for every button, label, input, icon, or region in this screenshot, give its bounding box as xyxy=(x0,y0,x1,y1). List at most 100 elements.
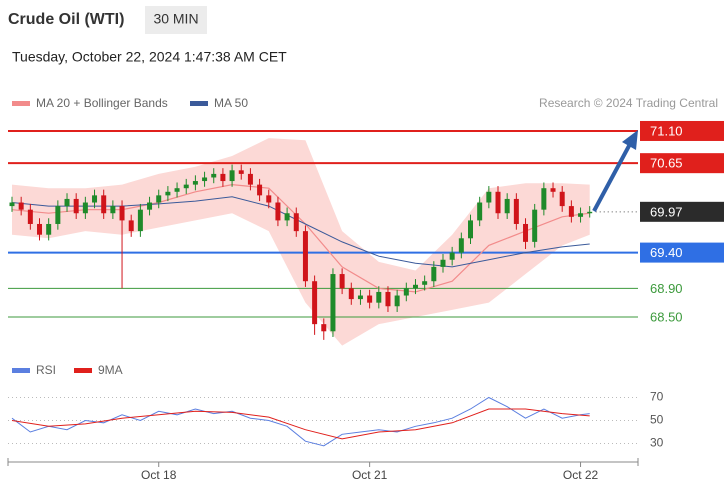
candle-body xyxy=(27,209,33,224)
candle-body xyxy=(37,223,43,235)
candle-body xyxy=(147,202,153,210)
level-label: 68.90 xyxy=(650,281,683,296)
chart-title: Crude Oil (WTI) xyxy=(8,11,124,28)
candle-body xyxy=(183,184,189,189)
bollinger-band xyxy=(12,138,590,346)
level-label: 70.65 xyxy=(650,156,683,171)
candle-body xyxy=(513,198,519,224)
interval-label: 30 MIN xyxy=(153,11,198,27)
candle-body xyxy=(211,173,217,178)
level-label-box xyxy=(640,120,724,141)
level-label-box xyxy=(640,153,724,174)
candle-body xyxy=(339,274,345,289)
candle-body xyxy=(238,170,244,174)
candle-body xyxy=(73,198,79,214)
candle-body xyxy=(578,213,584,217)
legend-label: MA 50 xyxy=(214,96,248,110)
x-tick-label: Oct 22 xyxy=(563,468,599,482)
candle-body xyxy=(477,202,483,221)
candle-body xyxy=(92,195,98,203)
candle-body xyxy=(293,213,299,232)
candle-body xyxy=(532,209,538,242)
candle-body xyxy=(257,184,263,196)
candle-body xyxy=(302,231,308,282)
candle-body xyxy=(101,195,107,214)
candle-body xyxy=(550,188,556,192)
candle-body xyxy=(128,220,134,232)
candle-body xyxy=(440,259,446,267)
candle-body xyxy=(449,252,455,260)
candle-body xyxy=(367,295,373,303)
level-label: 68.50 xyxy=(650,309,683,324)
forecast-arrow xyxy=(592,143,632,212)
candle-body xyxy=(523,223,529,242)
legend-swatch xyxy=(12,101,30,106)
candle-body xyxy=(137,209,143,232)
candle-body xyxy=(403,288,409,296)
candle-body xyxy=(312,281,318,325)
legend-swatch xyxy=(74,368,92,373)
candle-body xyxy=(247,173,253,185)
candle-body xyxy=(229,170,235,182)
candle-body xyxy=(559,191,565,207)
candle-body xyxy=(192,181,198,185)
candle-body xyxy=(504,198,510,214)
candle-body xyxy=(385,291,391,307)
candle-body xyxy=(64,198,70,207)
legend-swatch xyxy=(12,368,30,373)
candle-body xyxy=(266,195,272,203)
candle-body xyxy=(202,177,208,182)
candle-body xyxy=(422,281,428,285)
x-tick-label: Oct 18 xyxy=(141,468,177,482)
interval-badge xyxy=(145,6,207,34)
candle-body xyxy=(174,188,180,192)
candle-body xyxy=(412,284,418,289)
candle-body xyxy=(156,195,162,203)
legend-label: 9MA xyxy=(98,363,123,377)
source: Research © 2024 Trading Central xyxy=(539,96,718,110)
level-label: 69.97 xyxy=(650,204,683,219)
candle-body xyxy=(46,223,52,235)
candle-body xyxy=(119,206,125,221)
candle-body xyxy=(486,191,492,203)
candle-body xyxy=(458,238,464,253)
candle-body xyxy=(394,295,400,307)
rsi-tick-label: 70 xyxy=(650,390,664,404)
candle-body xyxy=(468,220,473,239)
candle-body xyxy=(321,324,327,332)
level-label-box xyxy=(640,201,724,222)
level-label: 69.40 xyxy=(650,245,683,260)
level-label-box xyxy=(640,242,724,263)
candle-body xyxy=(275,202,281,221)
candle-body xyxy=(330,274,336,332)
candle-body xyxy=(110,206,116,214)
legend-label: RSI xyxy=(36,363,56,377)
candle-body xyxy=(9,202,15,207)
candle-body xyxy=(376,291,382,303)
candle-body xyxy=(357,295,363,300)
rsi-line xyxy=(11,408,590,440)
candle-body xyxy=(495,191,501,214)
candle-body xyxy=(55,206,61,224)
subtitle: Tuesday, October 22, 2024 1:47:38 AM CET xyxy=(12,49,287,65)
rsi-tick-label: 50 xyxy=(650,413,664,427)
moving-average-line xyxy=(11,196,590,268)
plot: 71.10 70.65 69.97 69.40 68.90 68.50 MA 20 + Bo… xyxy=(7,96,724,482)
candle-body xyxy=(18,202,24,210)
candle-body xyxy=(587,211,593,214)
candle-body xyxy=(82,202,88,214)
level-label: 71.10 xyxy=(650,123,683,138)
candle-body xyxy=(568,206,574,217)
forecast-arrowhead xyxy=(622,130,638,150)
x-tick-label: Oct 21 xyxy=(352,468,388,482)
legend-swatch xyxy=(190,101,208,106)
candle-body xyxy=(284,213,290,221)
candle-body xyxy=(431,266,437,282)
candle-body xyxy=(220,173,226,182)
candle-body xyxy=(541,188,547,210)
rsi-tick-label: 30 xyxy=(650,436,664,450)
candle-body xyxy=(165,191,171,196)
candle-body xyxy=(348,288,354,300)
legend-label: MA 20 + Bollinger Bands xyxy=(36,96,168,110)
